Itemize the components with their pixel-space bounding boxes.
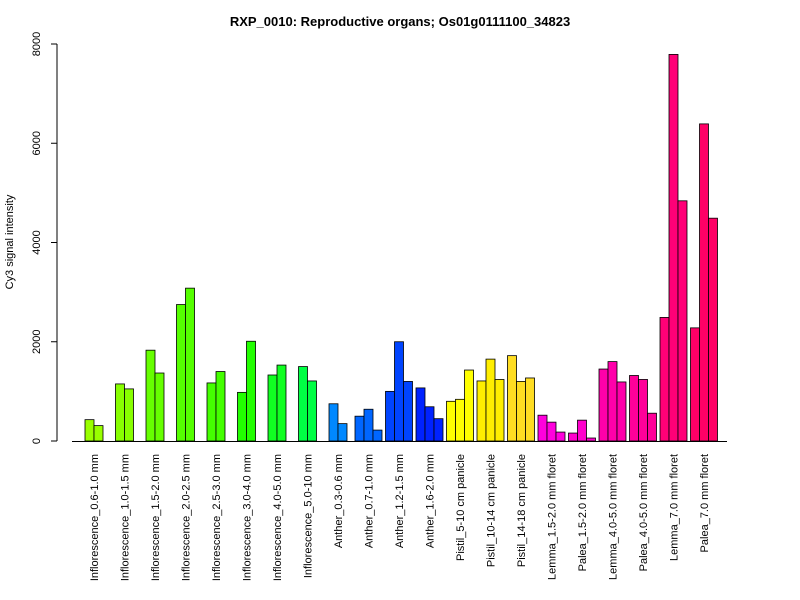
x-tick-label: Inflorescence_0.6-1.0 mm (89, 454, 101, 581)
x-tick-label: Lemma_1.5-2.0 mm floret (547, 454, 559, 580)
x-tick-label: Inflorescence_3.0-4.0 mm (242, 454, 254, 581)
bar (638, 379, 648, 442)
bar (699, 123, 709, 442)
x-axis-labels: Inflorescence_0.6-1.0 mm Inflorescence_1.… (89, 454, 711, 581)
bar (145, 349, 156, 442)
bar (185, 287, 195, 442)
bar (598, 368, 609, 442)
bar (647, 412, 657, 442)
bar (298, 366, 308, 442)
x-tick-label: Inflorescence_4.0-5.0 mm (272, 454, 284, 581)
bar (215, 371, 226, 442)
bar (385, 390, 395, 442)
x-tick-label: Inflorescence_1.0-1.5 mm (120, 454, 132, 581)
bar (93, 425, 104, 442)
bar (394, 341, 404, 442)
bar (586, 437, 596, 442)
bar (476, 380, 487, 442)
x-tick-label: Anther_0.3-0.6 mm (333, 454, 345, 548)
bar (668, 54, 679, 442)
bar (708, 217, 718, 442)
x-tick-label: Pistil_14-18 cm panicle (516, 454, 528, 567)
y-tick-label: 0 (31, 438, 43, 444)
bar (577, 419, 587, 442)
bar (568, 432, 578, 442)
x-tick-label: Pistil_5-10 cm panicle (455, 454, 467, 561)
y-tick-label: 2000 (31, 330, 43, 354)
x-tick-label: Inflorescence_2.5-3.0 mm (211, 454, 223, 581)
bars-group (84, 54, 718, 442)
bar (485, 358, 496, 442)
y-axis-label: Cy3 signal intensity (4, 194, 16, 289)
bar (525, 377, 535, 442)
x-tick-label: Inflorescence_5.0-10 mm (303, 454, 315, 578)
y-tick-label: 4000 (31, 230, 43, 254)
bar (154, 372, 165, 442)
x-tick-label: Lemma_4.0-5.0 mm floret (608, 454, 620, 580)
y-tick-label: 8000 (31, 32, 43, 56)
bar (403, 381, 413, 442)
x-tick-label: Anther_1.6-2.0 mm (425, 454, 437, 548)
bar (337, 423, 348, 442)
bar (516, 381, 526, 442)
y-axis: 0 2000 4000 6000 8000 (31, 32, 58, 444)
chart-title: RXP_0010: Reproductive organs; Os01g0111… (230, 14, 570, 29)
bar (677, 200, 688, 442)
bar (115, 383, 125, 442)
bar (494, 379, 505, 442)
bar (237, 391, 247, 442)
bar (276, 364, 287, 442)
bar (446, 400, 456, 442)
bar (455, 398, 465, 442)
bar (507, 355, 517, 442)
bar (433, 418, 444, 442)
x-tick-label: Pistil_10-14 cm panicle (486, 454, 498, 567)
bar (176, 304, 186, 442)
bar (415, 387, 426, 442)
x-tick-label: Anther_0.7-1.0 mm (364, 454, 376, 548)
bar (464, 369, 474, 442)
bar (307, 380, 317, 442)
bar (363, 408, 374, 442)
bar (206, 382, 217, 442)
bar (616, 381, 627, 442)
bar (354, 415, 365, 442)
x-tick-label: Inflorescence_1.5-2.0 mm (150, 454, 162, 581)
bar (555, 431, 566, 442)
x-tick-label: Anther_1.2-1.5 mm (394, 454, 406, 548)
y-tick-label: 6000 (31, 131, 43, 155)
bar (537, 414, 548, 442)
x-tick-label: Palea_7.0 mm floret (699, 454, 711, 552)
bar (424, 406, 435, 442)
x-tick-label: Palea_1.5-2.0 mm floret (577, 454, 589, 571)
bar (629, 375, 639, 442)
bar (84, 419, 95, 442)
bar (546, 421, 557, 442)
bar (246, 340, 256, 442)
bar (372, 429, 383, 442)
x-tick-label: Lemma_7.0 mm floret (669, 454, 681, 561)
bar (659, 317, 670, 442)
bar (690, 327, 700, 442)
x-tick-label: Inflorescence_2.0-2.5 mm (181, 454, 193, 581)
bar (328, 403, 339, 442)
x-tick-label: Palea_4.0-5.0 mm floret (638, 454, 650, 571)
bar (267, 374, 278, 442)
bar (124, 388, 134, 442)
bar (607, 361, 618, 442)
